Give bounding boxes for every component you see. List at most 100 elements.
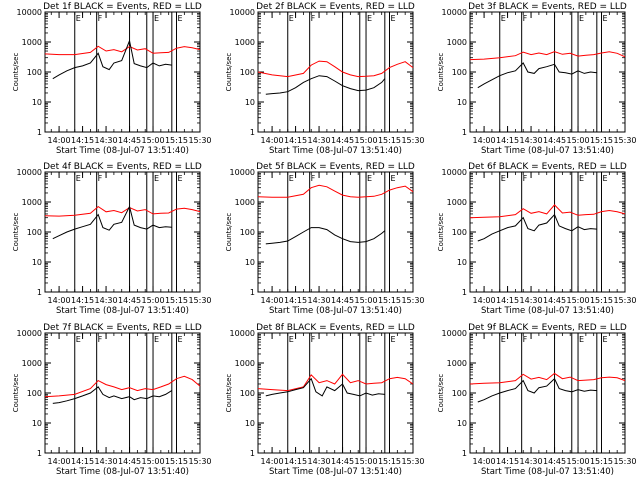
x-tick-label: 15:15 xyxy=(378,296,401,305)
y-tick-label: 1 xyxy=(37,288,42,297)
series-events-line xyxy=(52,39,172,80)
x-tick-label: 15:00 xyxy=(566,296,589,305)
y-tick-label: 10000 xyxy=(230,329,255,338)
x-tick-label: 15:15 xyxy=(165,296,188,305)
x-tick-label: 14:30 xyxy=(95,136,118,145)
series-lld-line xyxy=(44,45,201,56)
event-marker-label: E xyxy=(178,174,183,183)
y-tick-label: 10 xyxy=(32,258,42,267)
x-tick-label: 14:30 xyxy=(308,136,331,145)
x-tick-label: 14:15 xyxy=(284,457,307,466)
y-tick-label: 10000 xyxy=(17,168,42,177)
y-tick-label: 100 xyxy=(240,68,255,77)
series-lld-line xyxy=(257,60,414,78)
x-axis-title: Start Time (08-Jul-07 13:51:40) xyxy=(481,306,614,316)
y-axis-title: Counts/sec xyxy=(437,53,445,92)
x-tick-label: 14:15 xyxy=(284,136,307,145)
y-tick-label: 1000 xyxy=(22,359,42,368)
y-axis-title: Counts/sec xyxy=(225,53,233,92)
x-tick-label: 14:00 xyxy=(473,457,496,466)
x-tick-label: 15:00 xyxy=(354,136,377,145)
event-marker-label: E xyxy=(501,335,506,344)
y-tick-label: 100 xyxy=(240,389,255,398)
y-tick-label: 10000 xyxy=(442,168,467,177)
y-tick-label: 100 xyxy=(27,228,42,237)
y-tick-label: 1000 xyxy=(447,198,467,207)
panel-title: Det 4f BLACK = Events, RED = LLD xyxy=(43,162,202,172)
event-marker-label: E xyxy=(603,335,608,344)
x-tick-label: 14:45 xyxy=(331,136,354,145)
x-tick-label: 14:45 xyxy=(331,457,354,466)
y-tick-label: 10 xyxy=(245,419,255,428)
event-marker-label: E xyxy=(76,14,81,23)
y-tick-label: 10000 xyxy=(230,168,255,177)
panel-title: Det 5f BLACK = Events, RED = LLD xyxy=(256,162,415,172)
event-marker-label: E xyxy=(154,14,159,23)
event-marker-label: F xyxy=(98,174,103,183)
y-tick-label: 100 xyxy=(27,389,42,398)
panel-4: Det 4f BLACK = Events, RED = LLD 1 10 100 10… xyxy=(12,162,212,316)
x-tick-label: 14:00 xyxy=(261,457,284,466)
series-events-line xyxy=(265,227,386,245)
y-tick-label: 1 xyxy=(250,128,255,137)
y-tick-label: 1 xyxy=(462,128,467,137)
series-lld-line xyxy=(469,372,626,385)
series-events-line xyxy=(265,377,385,397)
x-tick-label: 14:45 xyxy=(543,136,566,145)
y-tick-label: 10 xyxy=(457,258,467,267)
x-tick-label: 14:30 xyxy=(95,457,118,466)
series-lld-line xyxy=(44,205,201,217)
y-tick-label: 1000 xyxy=(447,359,467,368)
x-tick-label: 15:00 xyxy=(354,296,377,305)
y-axis-title: Counts/sec xyxy=(437,374,445,413)
x-tick-label: 15:00 xyxy=(141,457,164,466)
panel-title: Det 2f BLACK = Events, RED = LLD xyxy=(256,2,415,12)
event-marker-label: F xyxy=(311,14,316,23)
x-tick-label: 15:15 xyxy=(590,136,613,145)
series-events-line xyxy=(52,205,172,240)
event-marker-label: F xyxy=(311,174,316,183)
y-tick-label: 100 xyxy=(240,228,255,237)
series-lld-line xyxy=(469,204,626,219)
event-marker-label: E xyxy=(501,14,506,23)
x-axis-title: Start Time (08-Jul-07 13:51:40) xyxy=(56,306,189,316)
y-axis-title: Counts/sec xyxy=(225,374,233,413)
y-tick-label: 1000 xyxy=(235,359,255,368)
x-tick-label: 15:00 xyxy=(566,136,589,145)
x-tick-label: 14:15 xyxy=(284,296,307,305)
event-marker-label: E xyxy=(289,14,294,23)
y-tick-label: 10000 xyxy=(17,329,42,338)
event-marker-label: E xyxy=(367,14,372,23)
x-tick-label: 15:30 xyxy=(188,457,211,466)
event-marker-label: E xyxy=(367,335,372,344)
series-events-line xyxy=(477,62,597,89)
event-marker-label: E xyxy=(367,174,372,183)
panel-3: Det 3f BLACK = Events, RED = LLD 1 10 100 10… xyxy=(437,2,637,156)
series-events-line xyxy=(52,386,173,404)
x-tick-label: 15:00 xyxy=(354,457,377,466)
x-tick-label: 15:15 xyxy=(165,136,188,145)
y-tick-label: 100 xyxy=(452,389,467,398)
x-tick-label: 15:15 xyxy=(165,457,188,466)
y-tick-label: 100 xyxy=(452,68,467,77)
series-lld-line xyxy=(469,51,626,61)
series-lld-line xyxy=(257,373,414,392)
event-marker-label: E xyxy=(603,174,608,183)
y-tick-label: 1000 xyxy=(447,38,467,47)
panel-title: Det 6f BLACK = Events, RED = LLD xyxy=(468,162,627,172)
y-tick-label: 10000 xyxy=(442,329,467,338)
x-axis-title: Start Time (08-Jul-07 13:51:40) xyxy=(269,306,402,316)
y-tick-label: 10 xyxy=(32,98,42,107)
series-lld-line xyxy=(44,375,201,398)
x-axis-title: Start Time (08-Jul-07 13:51:40) xyxy=(481,146,614,156)
x-axis-title: Start Time (08-Jul-07 13:51:40) xyxy=(269,467,402,477)
series-lld-line xyxy=(257,184,414,198)
x-tick-label: 14:00 xyxy=(261,136,284,145)
y-tick-label: 10 xyxy=(245,98,255,107)
panel-title: Det 7f BLACK = Events, RED = LLD xyxy=(43,323,202,333)
x-tick-label: 15:00 xyxy=(566,457,589,466)
panel-9: Det 9f BLACK = Events, RED = LLD 1 10 100 10… xyxy=(437,323,637,477)
y-tick-label: 100 xyxy=(27,68,42,77)
x-axis-title: Start Time (08-Jul-07 13:51:40) xyxy=(56,467,189,477)
y-tick-label: 10 xyxy=(32,419,42,428)
